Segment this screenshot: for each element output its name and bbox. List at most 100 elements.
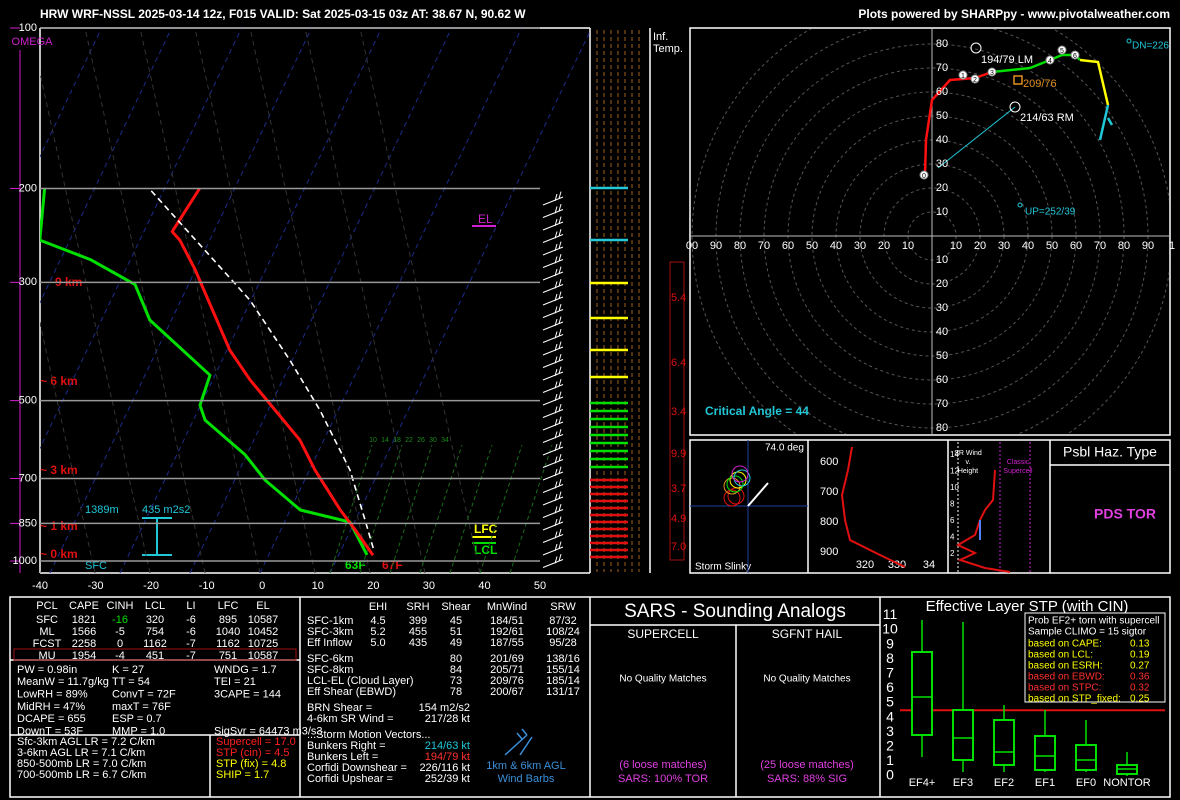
hodo-ring-label: 70 [936,398,948,410]
wind-barb [542,516,564,531]
parcel-header: CINH [107,600,134,612]
hodo-ring-label: 90 [710,240,722,252]
stp-category: EF1 [1035,777,1055,789]
motion-value: 214/63 kt [425,740,470,752]
inferred-value: 6.4 [671,357,686,369]
index: PW = 0.98in [17,664,77,676]
temperature-tick-label: 0 [259,580,265,592]
kin-cell: 95/28 [549,637,577,649]
inferred-value: 3.4 [671,406,686,418]
dry-adiabat [304,28,426,573]
sr-title: Height [958,468,978,475]
parcel-cell: -6 [186,614,196,626]
index: MeanW = 11.7g/kg [17,676,109,688]
kin-cell: 201/69 [490,653,524,665]
hodo-ring-label: 50 [936,110,948,122]
kin-cell: 399 [409,615,427,627]
hodo-marker-label: 6 [1073,53,1077,60]
wind-barb [542,366,564,381]
slinky-vector [747,482,769,507]
motion-label: Corfidi Upshear = [307,773,393,785]
parcel-cell: 10452 [248,626,279,638]
sr-y-label: 12 [950,467,959,476]
index: MMP = 1.0 [112,725,165,737]
parcel-cell: 320 [146,614,164,626]
index: WNDG = 1.7 [214,664,277,676]
motion-label: Bunkers Left = [307,751,378,763]
index: maxT = 76F [112,701,171,713]
mean-wind [1013,75,1023,85]
hodo-marker-label: 5 [1060,48,1064,55]
lapse-rate: 700-500mb LR = 6.7 C/km [17,769,146,781]
theta-pressure-label: 700 [820,486,838,498]
isotherm [329,30,590,573]
mu-highlight [13,648,297,661]
hodo-ring-label: 20 [974,240,986,252]
kin-cell: 200/67 [490,686,524,698]
hodo-ring-label: 1 [1169,240,1175,252]
kin-cell: 78 [450,686,462,698]
temperature-tick-label: -10 [199,580,215,592]
theta-x-label: 320 [856,559,874,571]
slinky-ring [723,489,741,507]
hodo-ring-label: 30 [936,158,948,170]
left-mover-label: 194/79 LM [981,54,1033,66]
wind-barbs [542,191,564,568]
height-label: ~ 3 km [40,463,78,477]
dry-adiabat [359,28,481,573]
hodo-ring-label: 10 [950,240,962,252]
stp-box [993,719,1015,766]
stp-y-label: 4 [886,708,894,724]
parcel-cell: 10725 [248,638,279,650]
stp-box [911,651,933,736]
right-mover-label: 214/63 RM [1020,112,1074,124]
prob-value: 0.36 [1130,672,1150,683]
hodo-ring-label: 30 [854,240,866,252]
kin-cell: 184/51 [490,615,524,627]
kin-cell: 455 [409,626,427,638]
header-credit: Plots powered by SHARPpy - www.pivotalwe… [858,7,1170,21]
wind-barb [542,528,564,543]
sr-classic: Supercell [1003,468,1033,475]
parcel-header: PCL [36,600,57,612]
wind-barb [542,403,564,418]
hodo-ring-label: 50 [1046,240,1058,252]
wind-barb [542,303,564,318]
parcel-cell: SFC [36,614,58,626]
prob-value: 0.27 [1130,661,1150,672]
hodo-ring-label: 60 [1070,240,1082,252]
critical-angle: Critical Angle = 44 [705,404,809,418]
kin-extra: 4-6km SR Wind = [307,713,394,725]
kin-extra: 217/28 kt [425,713,470,725]
wind-barb [542,416,564,431]
stp-category: EF0 [1076,777,1096,789]
wind-barb [542,428,564,443]
sars-column-title: SUPERCELL [627,627,699,641]
mixing-ratio-label: 10 [369,437,377,444]
wind-barb [542,453,564,468]
hodo-ring-label: 20 [878,240,890,252]
hodo-ring-label: 10 [936,206,948,218]
hodo-ring-label: 20 [936,182,948,194]
inferred-value: 7.0 [671,541,686,553]
parcel-cell: 895 [219,614,237,626]
stp-y-label: 0 [886,767,894,783]
stp-category: EF2 [994,777,1014,789]
hodo-ring-label: 80 [1118,240,1130,252]
kin-cell: SFC-8km [307,664,353,676]
height-labels: 9 km ~ 6 km ~ 3 km ~ 1 km ~ 0 km [40,275,82,561]
prob-title: Prob EF2+ torn with supercell [1028,616,1159,627]
slinky-angle: 74.0 deg [765,443,804,454]
sr-y-label: 10 [950,483,959,492]
stp-y-label: 2 [886,738,894,754]
slinky-ring [733,469,751,487]
wind-barb [542,353,564,368]
inferred-title: Inf. [653,31,668,43]
motion-value: 194/79 kt [425,751,470,763]
prob-title: Sample CLIMO = 15 sigtor [1028,627,1147,638]
temperature-tick-label: -30 [88,580,104,592]
kin-cell: Eff Shear (EBWD) [307,686,396,698]
dry-adiabat [40,71,151,573]
hodo-ring-label: 80 [936,38,948,50]
kin-cell: 187/55 [490,637,524,649]
